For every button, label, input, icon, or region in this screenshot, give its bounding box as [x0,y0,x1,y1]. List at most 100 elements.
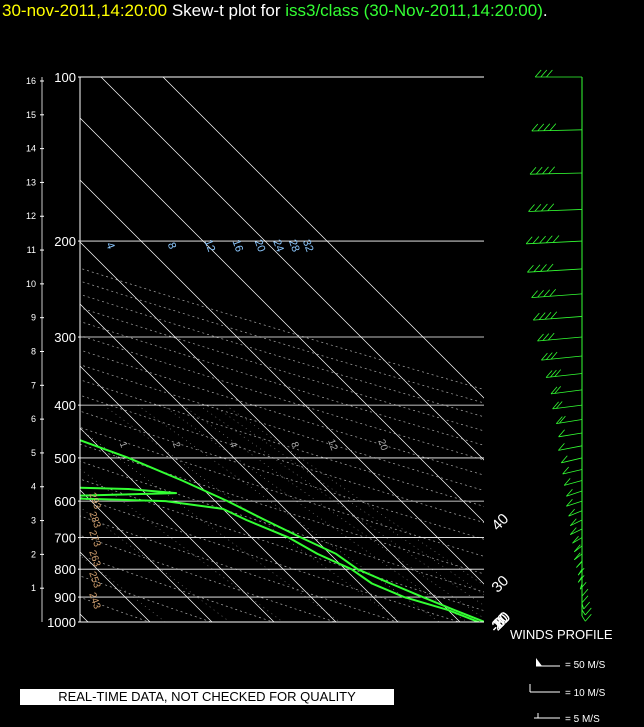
chart-title: 30-nov-2011,14:20:00 Skew-t plot for iss… [2,1,548,21]
dry-adiabat-label: 283 [86,510,102,530]
pressure-tick-label: 400 [54,398,76,413]
isotherm-line [80,489,213,622]
wind-barb-feather [550,386,558,395]
title-obs-time: (30-Nov-2011,14:20:00) [358,1,543,20]
dry-adiabat-label: 293 [86,491,102,511]
wind-barb-feather [538,312,546,320]
wind-barb-feather [532,312,540,321]
wind-barb-feather [584,613,592,622]
wind-barb-feather [547,332,555,341]
mixing-ratio-label: 20 [252,238,267,254]
wind-barb-feather [531,290,538,298]
wind-barb-feather [537,289,544,298]
wind-barb-feather [555,416,563,424]
height-km-label: 6 [31,414,36,424]
height-km-label: 8 [31,346,36,356]
wind-barb-feather [541,203,548,212]
mixing-ratio-lower-label: 8 [288,440,300,449]
dry-adiabat-line [80,394,484,523]
wind-barb-feather [531,123,539,132]
temperature-trace [80,439,484,622]
mixing-ratio-label: 24 [270,238,285,254]
wind-barb [528,209,583,212]
wind-barb [566,490,583,497]
wind-barb-feather [569,518,577,526]
isotherm-right-label: 30 [488,572,512,596]
wind-barb-feather [540,264,547,272]
height-km-label: 10 [26,279,36,289]
pressure-tick-label: 500 [54,451,76,466]
wind-barb-feather [566,499,573,507]
wind-barb-feather [572,535,579,544]
dry-adiabat-label: 263 [86,549,102,569]
wind-barb-feather [549,123,557,131]
wind-barb [526,240,583,245]
wind-barb-feather [566,488,573,497]
wind-barb [533,316,583,321]
mixing-ratio-line [80,468,283,622]
wind-barb [562,469,583,475]
wind-barb-feather [554,369,562,377]
wind-barb-feather [537,123,545,132]
wind-barb [552,404,583,410]
mixing-ratio-line [162,404,468,622]
pressure-tick-label: 100 [54,70,76,85]
wind-barb-feather [562,466,570,475]
mixing-ratio-line [225,404,484,586]
wind-barb-feather [558,429,565,438]
wind-barb-feather [546,69,553,78]
height-km-label: 11 [27,245,36,255]
isotherm-line [80,303,399,622]
wind-barb [527,268,583,273]
wind-barb [556,419,583,424]
legend-50-pennant [536,658,542,666]
height-km-label: 13 [26,177,36,187]
wind-barb [566,500,583,507]
wind-barb-feather [545,235,553,244]
pressure-tick-label: 600 [54,494,76,509]
height-km-label: 14 [26,144,36,154]
wind-barb [531,129,583,132]
wind-barb [570,528,583,535]
pressure-tick-label: 300 [54,330,76,345]
wind-barb-feather [552,401,559,410]
height-km-label: 4 [31,482,36,492]
wind-barb-feather [535,166,543,175]
wind-barb-feather [573,544,581,553]
wind-barb [550,389,583,395]
wind-barb-feather [545,370,553,378]
wind-barb-feather [542,166,549,175]
wind-barb-feather [542,333,550,341]
isotherm-line [80,427,275,622]
title-station: iss3/class [285,1,359,20]
wind-barb-feather [569,527,577,535]
wind-barb-feather [584,607,592,616]
wind-barb [537,336,583,342]
chart-traces [80,439,484,622]
wind-barb [558,445,583,451]
wind-barb [564,480,583,486]
title-period: . [542,1,548,20]
height-km-label: 15 [26,110,36,120]
height-km-label: 12 [26,211,36,221]
wind-barb-feather [533,264,541,273]
wind-legend-5: = 5 M/S [565,714,600,725]
chart-axes [40,76,484,623]
wind-barb-feather [563,478,571,486]
pressure-tick-label: 700 [54,531,76,546]
wind-barb-feather [545,352,553,360]
wind-barb [546,373,583,378]
dry-adiabat-label: 273 [86,529,102,549]
mixing-ratio-lower-label: 1 [117,440,129,449]
title-timestamp: 30-nov-2011,14:20:00 [2,1,168,20]
height-km-label: 2 [31,549,36,559]
height-km-label: 1 [31,583,36,593]
winds-profile [525,69,592,719]
wind-barb-feather [573,552,581,561]
wind-barb-feather [537,333,544,342]
dry-adiabat-line [80,534,336,622]
wind-barb-feather [581,588,589,597]
wind-barb-feather [546,263,554,272]
isotherm-line [80,117,484,523]
wind-barb-feather [534,69,542,78]
